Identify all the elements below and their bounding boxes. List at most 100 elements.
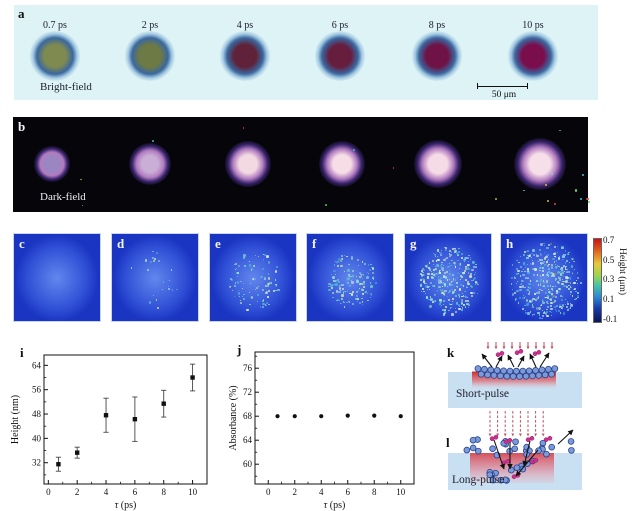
- height-speckle: [439, 300, 442, 303]
- height-speckle: [162, 280, 165, 283]
- height-speckle: [434, 300, 437, 302]
- height-speckle: [341, 294, 344, 297]
- height-speckle: [444, 276, 448, 279]
- height-speckle: [544, 287, 546, 289]
- height-speckle: [473, 291, 476, 294]
- df-speckle: [81, 204, 84, 207]
- height-speckle: [237, 292, 241, 295]
- height-speckle: [236, 275, 238, 277]
- height-speckle: [456, 277, 459, 279]
- height-speckle: [347, 269, 350, 272]
- height-speckle: [334, 273, 337, 276]
- height-speckle: [260, 275, 263, 279]
- height-speckle: [542, 301, 545, 305]
- height-speckle: [355, 275, 358, 278]
- height-speckle: [264, 253, 267, 256]
- df-speckle: [575, 189, 578, 192]
- height-speckle: [525, 289, 529, 292]
- height-speckle: [463, 290, 466, 293]
- height-speckle: [526, 303, 529, 306]
- height-speckle: [529, 280, 532, 282]
- height-speckle: [464, 257, 466, 259]
- height-speckle: [341, 258, 343, 261]
- height-speckle: [530, 263, 533, 266]
- height-speckle: [550, 249, 553, 251]
- height-speckle: [448, 302, 451, 305]
- height-speckle: [355, 295, 358, 298]
- height-speckle: [540, 243, 543, 246]
- time-label: 2 ps: [141, 20, 159, 31]
- height-speckle: [350, 293, 354, 296]
- height-speckle: [274, 270, 278, 273]
- height-speckle: [340, 284, 343, 286]
- height-speckle: [471, 286, 474, 289]
- height-speckle: [537, 291, 541, 294]
- height-speckle: [461, 276, 464, 278]
- height-speckle: [233, 263, 236, 265]
- height-speckle: [555, 296, 558, 299]
- height-map-letter: e: [215, 236, 221, 251]
- height-speckle: [543, 245, 545, 247]
- height-speckle: [338, 300, 341, 302]
- height-speckle: [563, 266, 565, 268]
- height-speckle: [554, 278, 557, 281]
- height-speckle: [546, 264, 550, 268]
- height-speckle: [426, 296, 429, 299]
- height-speckle: [473, 276, 476, 279]
- height-speckle: [371, 276, 375, 279]
- height-speckle: [342, 301, 345, 304]
- height-speckle: [467, 268, 470, 271]
- height-speckle: [427, 266, 431, 270]
- df-speckle: [353, 148, 356, 151]
- height-speckle: [562, 280, 565, 283]
- height-speckle: [514, 299, 517, 302]
- height-speckle: [432, 264, 434, 266]
- height-speckle: [549, 310, 551, 312]
- height-speckle: [458, 307, 461, 310]
- height-speckle: [471, 295, 473, 297]
- height-speckle: [548, 291, 552, 294]
- height-speckle: [573, 288, 576, 291]
- height-speckle: [152, 257, 154, 260]
- df-speckle: [550, 172, 553, 176]
- height-speckle: [335, 280, 338, 282]
- height-speckle: [543, 296, 545, 298]
- svg-text:0: 0: [46, 487, 51, 497]
- height-speckle: [443, 283, 446, 285]
- height-speckle: [443, 293, 446, 296]
- height-speckle: [435, 272, 437, 274]
- height-speckle: [570, 257, 574, 261]
- height-speckle: [355, 297, 358, 301]
- height-speckle: [510, 283, 513, 285]
- height-speckle: [566, 301, 569, 303]
- height-speckle: [553, 306, 556, 309]
- height-speckle: [332, 296, 334, 299]
- height-speckle: [433, 294, 437, 297]
- height-speckle: [228, 286, 231, 289]
- height-speckle: [269, 281, 271, 284]
- bright-field-caption: Bright-field: [40, 81, 92, 93]
- height-speckle: [328, 286, 330, 288]
- height-speckle: [550, 274, 554, 278]
- height-speckle: [470, 291, 473, 295]
- height-speckle: [467, 302, 469, 304]
- height-speckle: [510, 277, 513, 280]
- height-speckle: [453, 248, 456, 251]
- height-speckle: [537, 260, 540, 262]
- height-speckle: [574, 269, 576, 271]
- height-speckle: [561, 304, 565, 307]
- height-speckle: [458, 248, 460, 250]
- height-speckle: [442, 304, 445, 306]
- height-speckle: [250, 296, 254, 299]
- height-speckle: [542, 270, 545, 273]
- height-speckle: [338, 258, 342, 261]
- height-speckle: [545, 255, 548, 258]
- height-speckle: [265, 284, 268, 287]
- height-speckle: [462, 280, 465, 283]
- height-speckle: [420, 283, 422, 285]
- height-speckle: [351, 280, 353, 282]
- height-speckle: [361, 278, 364, 280]
- svg-text:τ (ps): τ (ps): [324, 500, 346, 511]
- height-speckle: [340, 264, 343, 267]
- height-speckle: [157, 307, 159, 309]
